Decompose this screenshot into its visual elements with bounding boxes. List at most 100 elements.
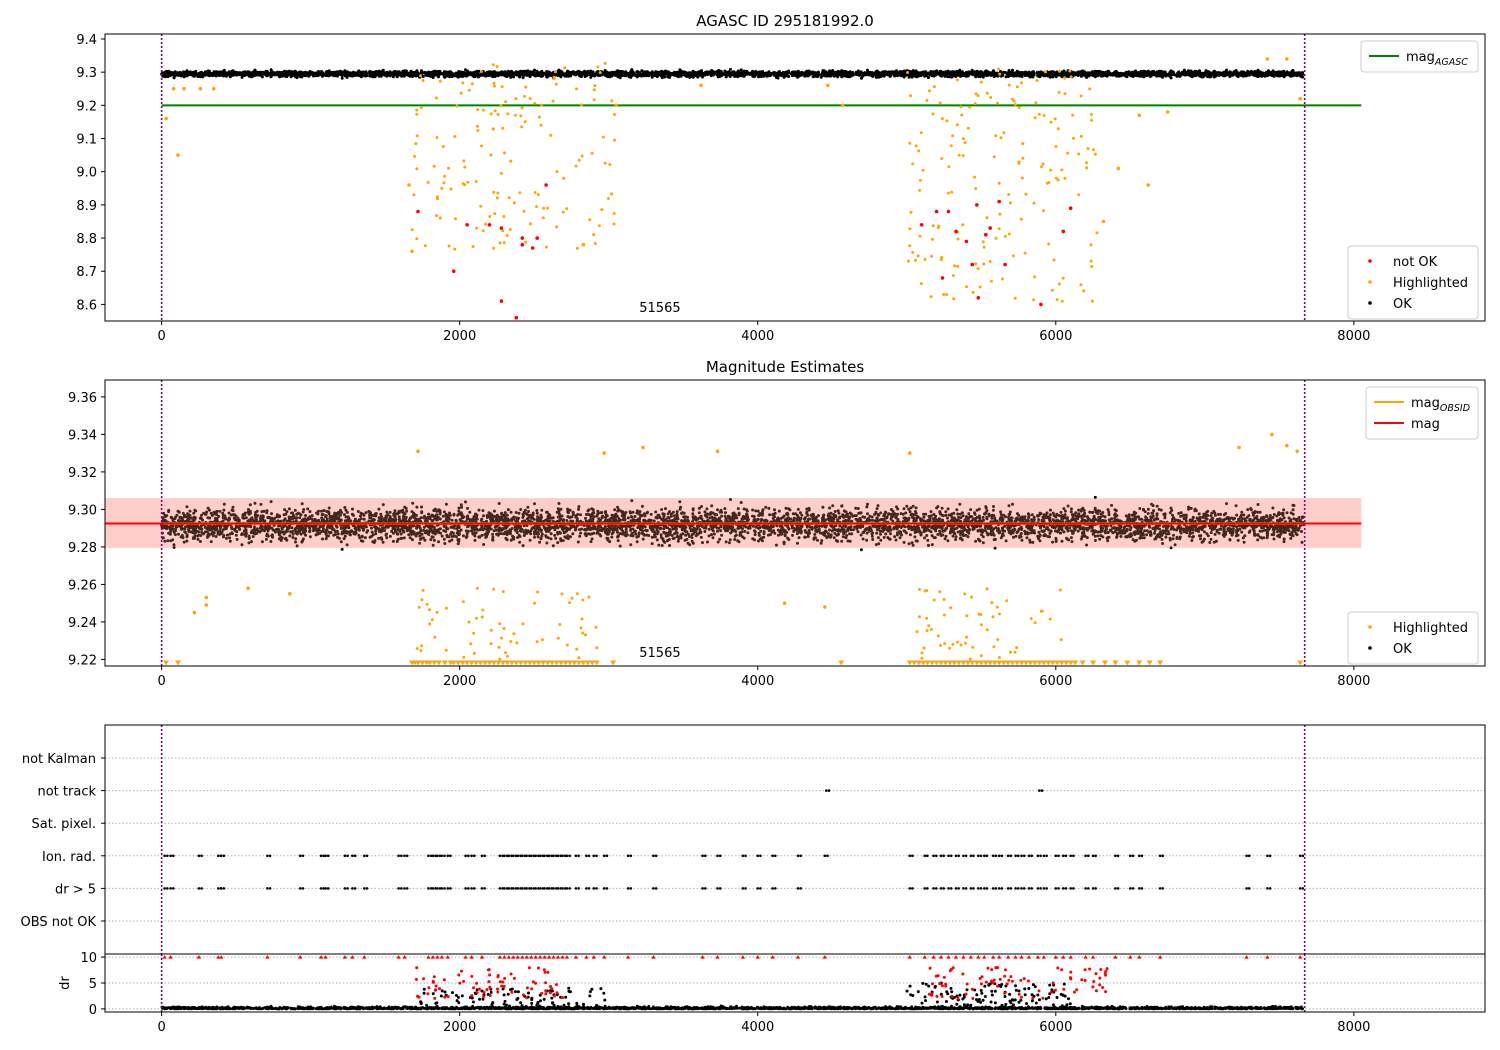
point-ok [294, 74, 298, 78]
point-highlighted [947, 165, 951, 169]
point-highlighted [549, 133, 553, 137]
point-ok [1125, 73, 1129, 77]
point-ok [663, 75, 667, 79]
point-highlighted [973, 102, 977, 106]
point-ok [671, 73, 675, 77]
point-highlighted [502, 215, 506, 218]
point-highlighted [495, 65, 499, 69]
point-highlighted [932, 85, 936, 89]
point-ok [237, 73, 241, 77]
point-highlighted [423, 244, 427, 248]
point-highlighted [1011, 254, 1015, 258]
point-ok [859, 76, 863, 80]
agasc-ytick-label: 8.6 [76, 298, 97, 313]
point-ok [372, 70, 376, 74]
point-ok [269, 68, 273, 72]
point-highlighted [919, 282, 923, 286]
point-highlighted [603, 161, 607, 165]
agasc-xtick-label: 0 [157, 329, 165, 344]
point-ok [1031, 73, 1035, 77]
point-highlighted [447, 166, 450, 170]
point-highlighted [945, 119, 949, 123]
point-highlighted [533, 191, 537, 194]
point-highlighted [1032, 298, 1036, 302]
point-ok [591, 70, 595, 74]
point-highlighted [1090, 299, 1094, 303]
point-highlighted [1033, 116, 1037, 120]
point-not-ok [946, 209, 951, 214]
point-highlighted [976, 267, 980, 271]
point-not-ok [940, 276, 945, 280]
point-highlighted [489, 153, 493, 157]
point-highlighted [1090, 265, 1094, 268]
point-highlighted [492, 84, 496, 88]
point-ok [746, 71, 750, 74]
point-highlighted [438, 216, 442, 220]
point-ok [565, 72, 569, 76]
point-ok [1114, 69, 1118, 73]
point-highlighted [1047, 242, 1051, 246]
point-ok [400, 74, 404, 78]
point-ok [486, 74, 490, 77]
point-ok [729, 73, 733, 76]
point-ok [1051, 75, 1055, 79]
point-highlighted [475, 226, 479, 230]
point-ok [345, 75, 349, 79]
point-ok [984, 70, 988, 74]
point-ok [1093, 74, 1097, 78]
point-highlighted [491, 63, 495, 67]
point-highlighted [1042, 114, 1046, 117]
point-ok [1004, 75, 1008, 79]
point-highlighted [1021, 156, 1025, 160]
point-not-ok [964, 239, 969, 244]
point-ok [537, 71, 541, 75]
point-highlighted [415, 108, 419, 112]
point-highlighted [412, 193, 416, 197]
point-ok [1015, 71, 1019, 75]
point-ok [1149, 74, 1153, 78]
point-ok [1192, 72, 1196, 76]
point-highlighted [614, 103, 618, 108]
point-ok [1001, 74, 1005, 77]
point-ok [680, 70, 683, 74]
point-highlighted [563, 66, 567, 70]
point-ok [1270, 74, 1274, 78]
point-highlighted [524, 85, 528, 89]
point-ok [569, 72, 573, 76]
point-ok [1108, 71, 1112, 75]
point-ok [387, 71, 390, 75]
point-ok [820, 72, 824, 76]
point-ok [168, 73, 172, 77]
point-highlighted [459, 91, 463, 95]
agasc-ytick-label: 9.0 [76, 166, 97, 181]
point-ok [383, 71, 387, 75]
point-highlighted [956, 237, 960, 241]
point-ok [1009, 74, 1013, 77]
point-ok [940, 71, 944, 75]
point-highlighted [951, 134, 955, 138]
point-highlighted [592, 88, 596, 92]
point-highlighted [492, 190, 496, 194]
point-ok [841, 70, 845, 74]
point-not-ok [988, 226, 992, 230]
point-not-ok [520, 236, 525, 240]
agasc-ytick-label: 9.3 [76, 66, 97, 81]
point-highlighted [542, 206, 546, 210]
point-ok [675, 71, 679, 75]
point-highlighted [982, 262, 986, 266]
point-highlighted [608, 163, 612, 166]
point-highlighted [537, 115, 541, 119]
point-ok [1163, 70, 1167, 74]
point-highlighted [546, 206, 549, 210]
point-highlighted [171, 86, 176, 91]
point-highlighted [612, 212, 616, 215]
point-highlighted [1057, 90, 1061, 94]
point-highlighted [479, 204, 483, 208]
point-ok [950, 71, 954, 74]
point-highlighted [945, 293, 949, 296]
point-highlighted [523, 120, 527, 124]
point-ok [1232, 72, 1236, 76]
point-ok [399, 72, 403, 76]
point-highlighted [503, 151, 506, 155]
